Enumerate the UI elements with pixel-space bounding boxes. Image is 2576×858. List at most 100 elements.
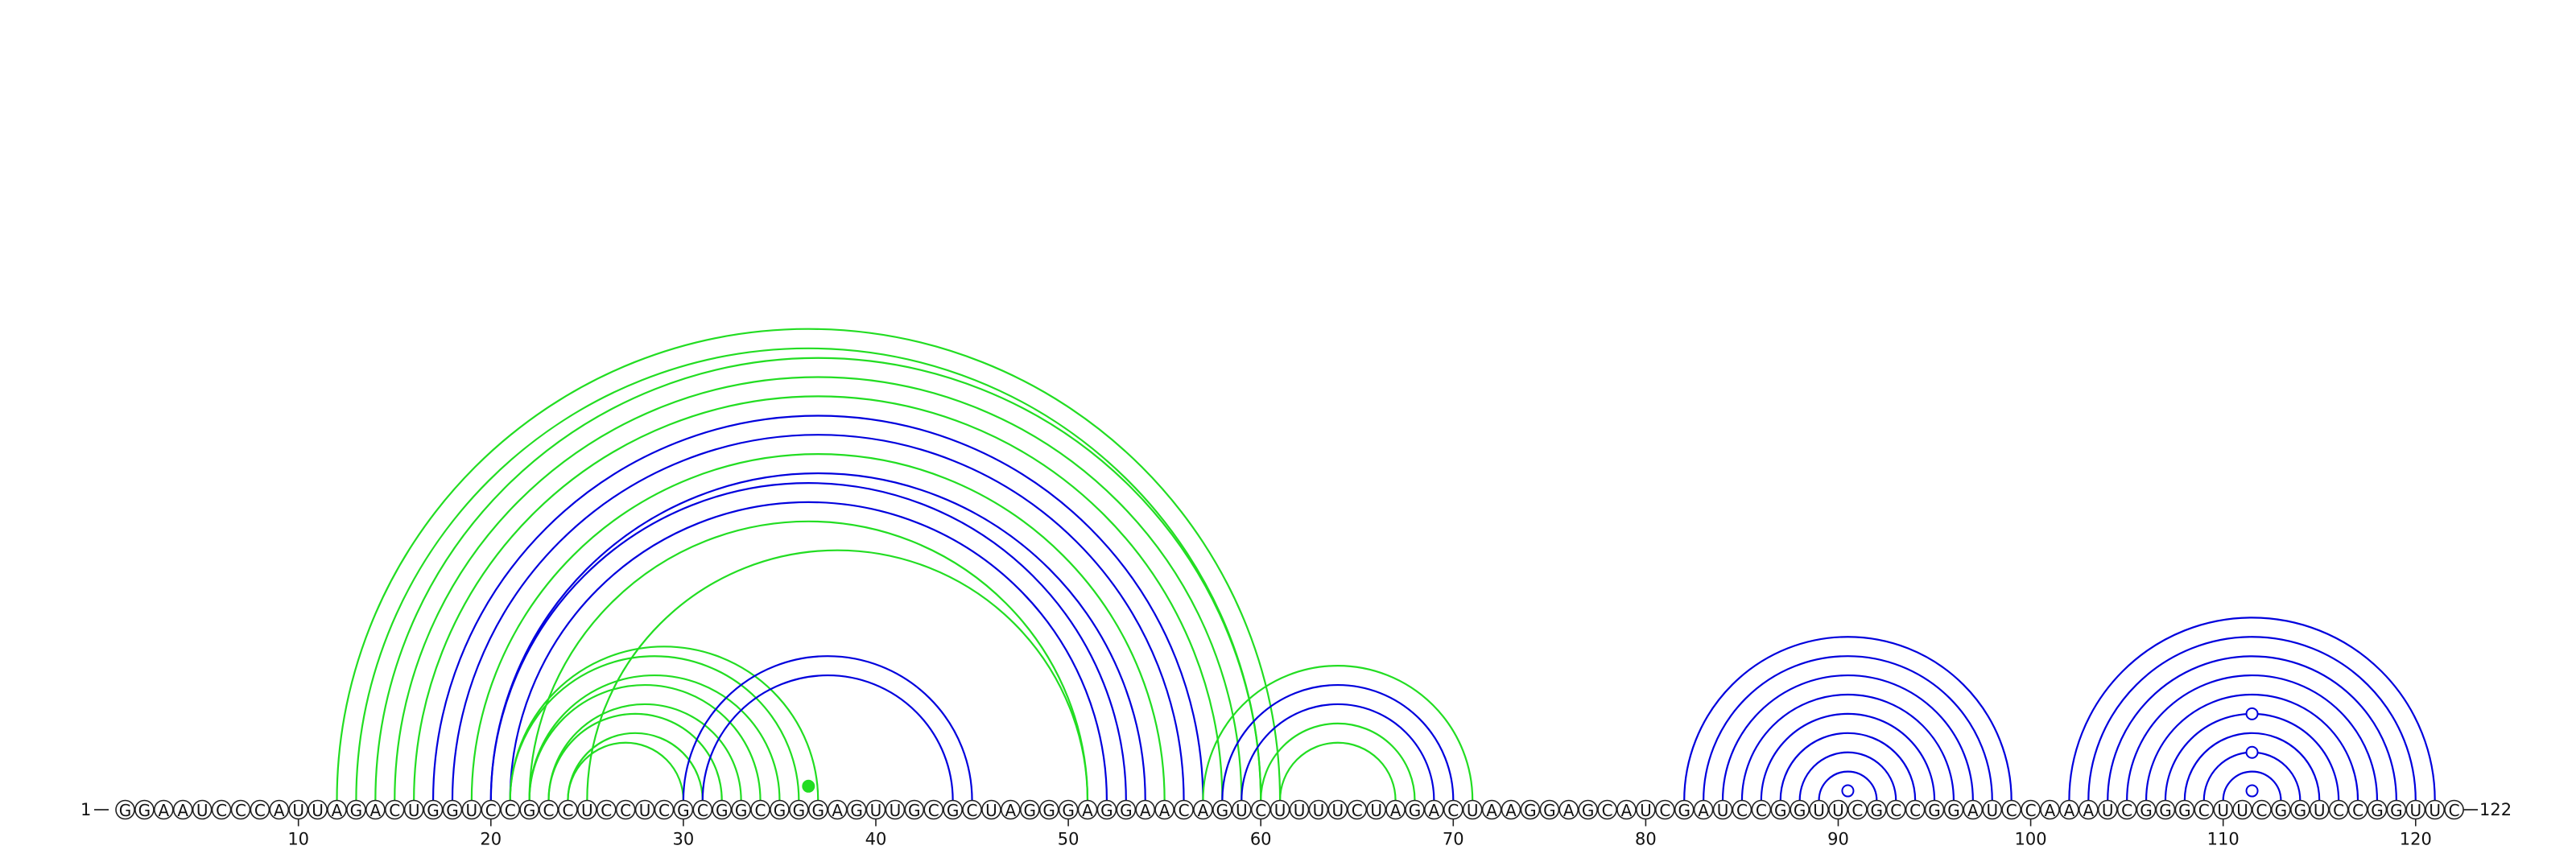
- nucleotide-107: [2155, 799, 2176, 820]
- nucleotide-97: [1963, 799, 1984, 820]
- arc-23-33: [547, 703, 742, 801]
- nucleotide-letter-70: C: [1447, 801, 1459, 820]
- arc-105-118: [2126, 674, 2379, 801]
- nucleotide-16: [403, 799, 424, 820]
- nucleotide-letter-44: G: [947, 801, 960, 820]
- nucleotide-47: [1001, 799, 1021, 820]
- nucleotide-letter-121: U: [2429, 801, 2441, 820]
- arc-18-56: [451, 434, 1185, 801]
- nucleotide-letter-120: U: [2409, 801, 2421, 820]
- nucleotide-letter-24: C: [562, 801, 573, 820]
- nucleotide-109: [2194, 799, 2215, 820]
- tick-label-70: 70: [1443, 830, 1464, 849]
- nucleotide-85: [1732, 799, 1752, 820]
- nucleotide-letter-28: U: [639, 801, 651, 820]
- nucleotide-letter-8: C: [254, 801, 266, 820]
- nucleotide-letter-73: A: [1505, 801, 1517, 820]
- nucleotide-34: [750, 799, 770, 820]
- arc-21-37: [509, 646, 819, 801]
- nucleotide-letter-16: U: [408, 801, 420, 820]
- arc-15-59: [394, 376, 1243, 801]
- nucleotide-3: [154, 799, 174, 820]
- nucleotide-letter-101: A: [2045, 801, 2056, 820]
- nucleotide-letter-45: C: [967, 801, 978, 820]
- nucleotide-61: [1269, 799, 1290, 820]
- nucleotide-121: [2425, 799, 2445, 820]
- nucleotide-letter-84: U: [1717, 801, 1729, 820]
- arc-83-98: [1703, 655, 1993, 801]
- nucleotide-letter-38: A: [832, 801, 843, 820]
- nucleotide-letter-21: C: [505, 801, 516, 820]
- nucleotide-letter-42: G: [908, 801, 921, 820]
- nucleotide-letter-114: G: [2294, 801, 2307, 820]
- nucleotide-19: [461, 799, 482, 820]
- arc-22-51: [528, 520, 1089, 801]
- nucleotide-letter-74: G: [1524, 801, 1537, 820]
- nucleotide-48: [1019, 799, 1040, 820]
- nucleotide-letter-112: C: [2256, 801, 2268, 820]
- sequence-end-label: 122: [2479, 800, 2512, 819]
- nucleotide-letter-20: C: [485, 801, 497, 820]
- nucleotide-7: [230, 799, 251, 820]
- nucleotide-letter-68: G: [1409, 801, 1422, 820]
- nucleotide-letter-32: G: [716, 801, 729, 820]
- nucleotide-letter-26: C: [601, 801, 612, 820]
- nucleotide-113: [2271, 799, 2291, 820]
- nucleotide-59: [1231, 799, 1252, 820]
- arc-110-113: [2222, 770, 2282, 801]
- arc-59-69: [1241, 703, 1435, 801]
- arc-24-30: [567, 741, 684, 801]
- nucleotide-49: [1038, 799, 1059, 820]
- arc-87-94: [1779, 732, 1917, 801]
- nucleotide-letter-64: U: [1332, 801, 1344, 820]
- nucleotide-letter-15: C: [389, 801, 400, 820]
- arc-21-36: [509, 655, 800, 801]
- nucleotide-letter-85: C: [1736, 801, 1748, 820]
- nucleotide-letter-47: A: [1005, 801, 1017, 820]
- arc-57-71: [1202, 665, 1474, 801]
- nucleotide-letter-75: G: [1543, 801, 1556, 820]
- nucleotide-letter-110: U: [2217, 801, 2229, 820]
- nucleotide-25: [577, 799, 597, 820]
- nucleotide-letter-7: C: [235, 801, 246, 820]
- nucleotide-33: [731, 799, 751, 820]
- nucleotide-letter-25: U: [581, 801, 593, 820]
- nucleotide-letter-98: U: [1986, 801, 1998, 820]
- nucleotide-28: [634, 799, 655, 820]
- nucleotide-41: [885, 799, 906, 820]
- nucleotide-45: [962, 799, 982, 820]
- nucleotide-letter-103: A: [2083, 801, 2094, 820]
- arc-86-95: [1760, 712, 1936, 801]
- tick-label-40: 40: [865, 830, 887, 849]
- nucleotide-82: [1674, 799, 1695, 820]
- nucleotide-111: [2232, 799, 2252, 820]
- nucleotide-105: [2116, 799, 2137, 820]
- nucleotide-6: [211, 799, 232, 820]
- nucleotide-letter-88: G: [1794, 801, 1806, 820]
- arc-58-70: [1221, 683, 1455, 801]
- nucleotide-87: [1770, 799, 1791, 820]
- nucleotide-101: [2040, 799, 2060, 820]
- nucleotide-17: [423, 799, 444, 820]
- nucleotide-14: [365, 799, 386, 820]
- nucleotide-29: [654, 799, 675, 820]
- nucleotide-89: [1809, 799, 1829, 820]
- nucleotide-77: [1578, 799, 1598, 820]
- nucleotide-122: [2444, 799, 2464, 820]
- nucleotide-letter-37: G: [812, 801, 825, 820]
- nucleotide-53: [1116, 799, 1137, 820]
- nucleotide-letter-92: G: [1871, 801, 1884, 820]
- nucleotide-12: [327, 799, 347, 820]
- nucleotide-69: [1424, 799, 1444, 820]
- nucleotide-letter-6: C: [216, 801, 227, 820]
- nucleotide-letter-93: C: [1890, 801, 1901, 820]
- nucleotide-78: [1597, 799, 1617, 820]
- nucleotide-letter-66: U: [1370, 801, 1382, 820]
- arc-21-52: [509, 501, 1108, 801]
- nucleotide-letter-69: A: [1429, 801, 1440, 820]
- nucleotide-118: [2367, 799, 2388, 820]
- nucleotide-letter-119: G: [2390, 801, 2403, 820]
- nucleotide-letter-43: C: [928, 801, 939, 820]
- nucleotide-letter-12: A: [332, 801, 343, 820]
- nucleotide-27: [615, 799, 636, 820]
